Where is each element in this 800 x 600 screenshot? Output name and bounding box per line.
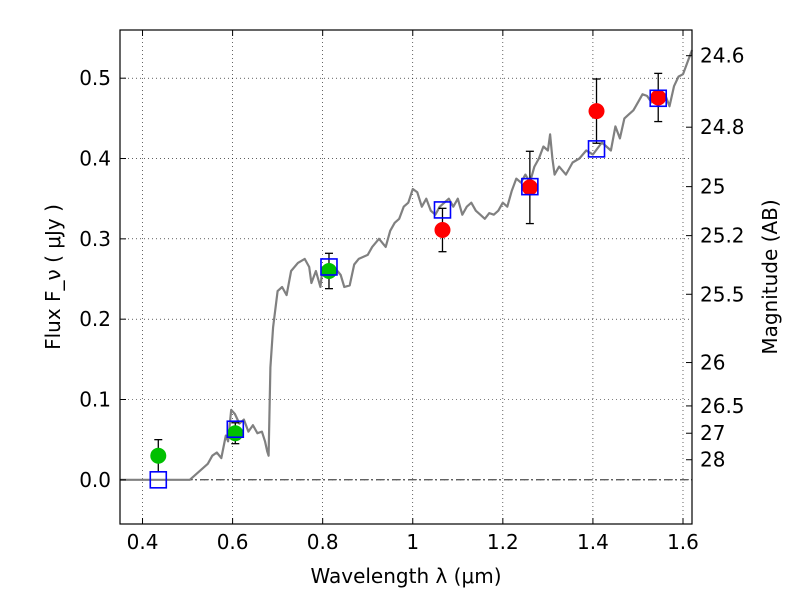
model-point bbox=[587, 140, 606, 158]
data-point bbox=[521, 179, 538, 196]
x-tick-label: 1.4 bbox=[577, 530, 609, 554]
right-tick-label: 25 bbox=[700, 175, 725, 199]
y-tick-label: 0.5 bbox=[79, 66, 111, 90]
right-tick-label: 28 bbox=[700, 448, 725, 472]
right-tick-label: 26.5 bbox=[700, 394, 745, 418]
right-tick-label: 26 bbox=[700, 351, 725, 375]
data-point bbox=[434, 222, 451, 239]
data-point bbox=[150, 447, 167, 464]
y-tick-label: 0.2 bbox=[79, 307, 111, 331]
right-axis-label: Magnitude (AB) bbox=[758, 199, 782, 354]
model-point bbox=[149, 471, 168, 489]
chart-marks bbox=[120, 49, 694, 489]
plot-frame bbox=[119, 29, 693, 525]
x-axis-ticks: 0.4 0.6 0.8 1 1.2 1.4 1.6 bbox=[127, 30, 699, 554]
right-tick-label: 27 bbox=[700, 421, 725, 445]
x-tick-label: 1 bbox=[406, 530, 419, 554]
right-tick-label: 24.8 bbox=[700, 115, 745, 139]
y-tick-label: 0.4 bbox=[79, 147, 111, 171]
x-tick-label: 0.6 bbox=[217, 530, 249, 554]
y-axis-label: Flux F_ν ( μJy ) bbox=[41, 204, 65, 350]
data-point bbox=[650, 89, 667, 106]
data-point bbox=[588, 103, 605, 120]
model-point bbox=[433, 201, 452, 219]
spectrum-line bbox=[120, 49, 694, 481]
x-tick-label: 0.8 bbox=[307, 530, 339, 554]
right-axis-ticks: 24.6 24.8 25 25.2 25.5 26 26.5 27 28 bbox=[686, 44, 745, 472]
right-tick-label: 25.5 bbox=[700, 282, 745, 306]
x-tick-label: 1.2 bbox=[487, 530, 519, 554]
x-tick-label: 0.4 bbox=[127, 530, 159, 554]
grid-lines bbox=[120, 30, 692, 524]
model-point bbox=[226, 420, 245, 439]
model-point bbox=[649, 89, 668, 108]
y-axis-ticks: 0.0 0.1 0.2 0.3 0.4 0.5 bbox=[79, 66, 126, 492]
right-tick-label: 24.6 bbox=[700, 44, 745, 68]
x-tick-label: 1.6 bbox=[667, 530, 699, 554]
y-tick-label: 0.3 bbox=[79, 227, 111, 251]
model-point bbox=[320, 258, 338, 276]
data-point bbox=[227, 425, 244, 442]
y-tick-label: 0.0 bbox=[79, 468, 111, 492]
right-tick-label: 25.2 bbox=[700, 224, 745, 248]
model-point bbox=[521, 177, 539, 196]
y-tick-label: 0.1 bbox=[79, 387, 111, 411]
data-point bbox=[320, 262, 337, 279]
x-axis-label: Wavelength λ (μm) bbox=[310, 564, 501, 588]
